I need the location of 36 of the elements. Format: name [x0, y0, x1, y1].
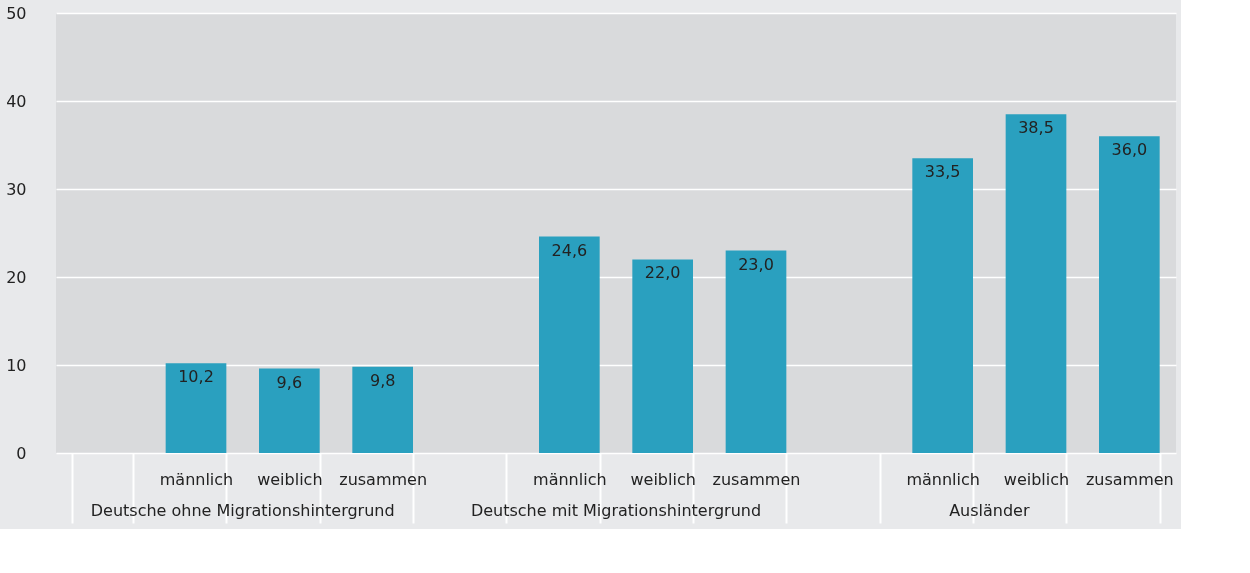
- bar: [725, 250, 787, 453]
- x-tick-label: männlich: [533, 469, 607, 489]
- bar: [165, 363, 227, 453]
- x-tick-label: weiblich: [257, 469, 323, 489]
- x-tick-label: zusammen: [339, 469, 428, 489]
- x-tick-label: männlich: [906, 469, 980, 489]
- x-tick-label: weiblich: [1003, 469, 1070, 489]
- x-tick-label: weiblich: [630, 469, 696, 489]
- bar: [539, 236, 600, 453]
- text: Deutsche mit Migrationshintergrund: [470, 501, 762, 520]
- bar: [1005, 114, 1067, 453]
- data-label: 38,5: [1018, 118, 1054, 138]
- x-tick-label: zusammen: [1085, 469, 1174, 489]
- data-label: 24,6: [551, 240, 588, 260]
- text: Ausländer: [949, 501, 1030, 520]
- bar: [632, 259, 693, 453]
- y-tick-label: 10: [6, 355, 27, 375]
- data-label: 9,8: [369, 370, 396, 390]
- x-tick-label: männlich: [159, 469, 234, 489]
- y-tick-label: 0: [16, 443, 27, 463]
- y-tick-label: 20: [6, 267, 27, 287]
- bar: [352, 366, 413, 453]
- bar: [912, 158, 973, 453]
- data-label: 36,0: [1111, 140, 1148, 160]
- text: Deutsche ohne Migrationshintergrund: [90, 501, 395, 520]
- data-label: 22,0: [644, 263, 681, 283]
- data-label: 9,6: [276, 372, 303, 392]
- x-tick-label: zusammen: [712, 469, 801, 489]
- data-label: 23,0: [738, 254, 774, 274]
- bar: [1099, 136, 1160, 453]
- y-tick-label: 30: [6, 179, 27, 199]
- data-label: 10,2: [178, 367, 214, 387]
- bar: [259, 368, 320, 453]
- y-tick-label: 50: [6, 3, 27, 23]
- data-label: 33,5: [924, 162, 961, 182]
- y-tick-label: 40: [6, 91, 27, 111]
